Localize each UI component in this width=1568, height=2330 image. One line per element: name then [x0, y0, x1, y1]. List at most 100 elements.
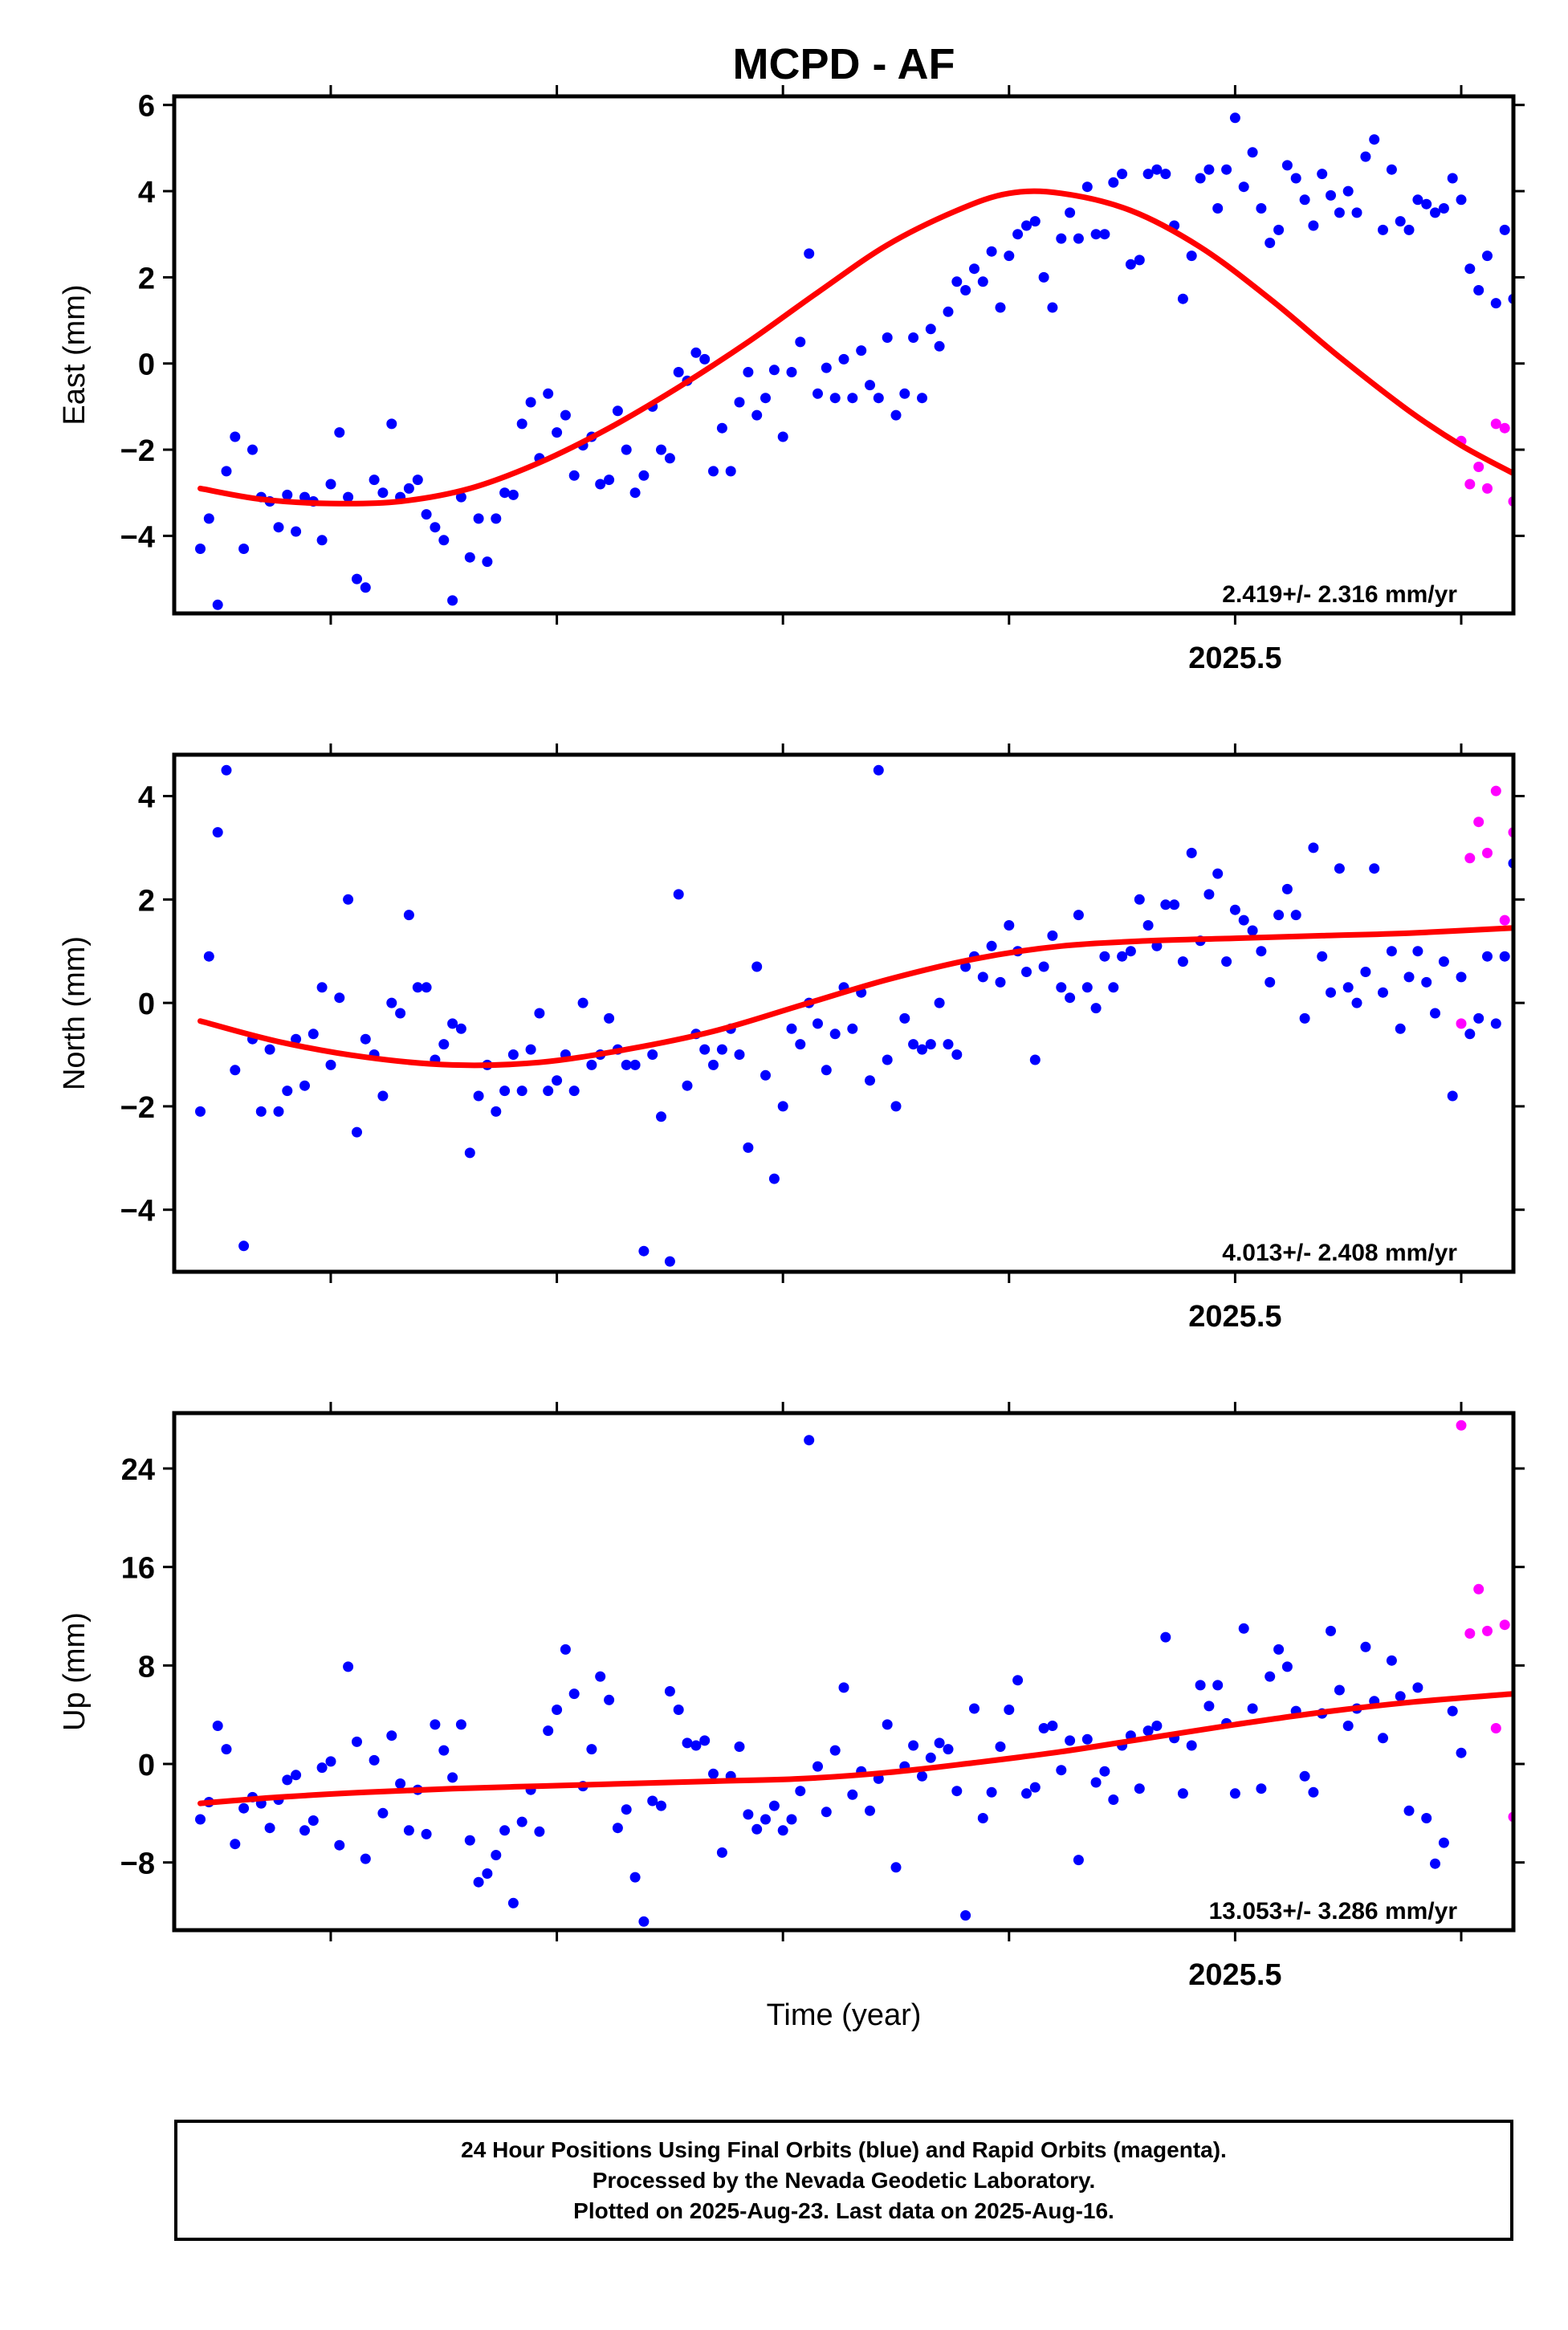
- east-final-point: [1195, 173, 1206, 184]
- east-final-point: [1090, 229, 1102, 240]
- up-ytick-label: 24: [121, 1453, 155, 1487]
- up-final-point: [1412, 1682, 1423, 1693]
- north-rapid-point: [1499, 914, 1510, 926]
- east-final-point: [516, 418, 527, 430]
- north-final-point: [543, 1086, 554, 1097]
- north-final-point: [1281, 883, 1293, 894]
- east-final-point: [1021, 220, 1032, 231]
- up-final-point: [838, 1682, 849, 1693]
- east-final-point: [334, 427, 345, 438]
- up-ytick-label: −8: [120, 1847, 155, 1881]
- up-final-point: [552, 1705, 563, 1715]
- up-final-point: [1038, 1723, 1049, 1733]
- east-final-point: [708, 466, 719, 477]
- north-final-point: [568, 1086, 580, 1097]
- north-final-point: [629, 1059, 641, 1070]
- north-plot-area: [174, 755, 1513, 1272]
- north-final-point: [1447, 1090, 1458, 1102]
- north-final-point: [507, 1049, 519, 1060]
- north-rapid-point: [1464, 853, 1476, 864]
- up-final-point: [612, 1823, 623, 1834]
- east-final-point: [934, 340, 945, 352]
- east-final-point: [247, 444, 258, 455]
- up-final-point: [760, 1814, 771, 1825]
- up-final-point: [499, 1825, 511, 1836]
- up-final-point: [1142, 1725, 1154, 1737]
- north-final-point: [1421, 976, 1432, 988]
- north-final-point: [473, 1090, 484, 1102]
- north-final-point: [890, 1101, 902, 1112]
- east-final-point: [856, 345, 867, 356]
- east-final-point: [760, 393, 771, 404]
- north-final-point: [299, 1080, 310, 1091]
- east-final-point: [430, 522, 441, 533]
- east-final-point: [1099, 229, 1110, 240]
- east-final-point: [1430, 207, 1440, 218]
- north-final-point: [1456, 972, 1467, 983]
- up-final-point: [986, 1786, 997, 1798]
- east-rate-label: 2.419+/- 2.316 mm/yr: [1222, 581, 1457, 608]
- up-final-point: [430, 1719, 441, 1730]
- north-final-point: [951, 1049, 963, 1060]
- east-final-point: [291, 526, 302, 537]
- up-final-point: [664, 1686, 675, 1697]
- north-final-point: [743, 1142, 754, 1153]
- east-ytick-label: 2: [138, 262, 155, 295]
- up-ytick-label: 0: [138, 1749, 155, 1782]
- east-xtick-label: 2025.5: [1188, 642, 1281, 675]
- footer-line-processed: Processed by the Nevada Geodetic Laborat…: [592, 2167, 1096, 2193]
- north-final-point: [1499, 951, 1510, 962]
- up-final-point: [1386, 1655, 1397, 1666]
- north-final-point: [604, 1012, 615, 1024]
- up-final-point: [307, 1815, 319, 1826]
- east-final-point: [1004, 251, 1015, 262]
- north-final-point: [264, 1044, 275, 1055]
- north-final-point: [1256, 946, 1267, 957]
- up-final-point: [1021, 1788, 1032, 1799]
- up-final-point: [343, 1661, 354, 1672]
- up-final-point: [316, 1762, 328, 1774]
- up-final-point: [656, 1800, 666, 1811]
- east-final-point: [507, 489, 519, 500]
- east-final-point: [725, 466, 736, 477]
- east-final-point: [899, 388, 910, 399]
- east-final-point: [1212, 203, 1224, 214]
- east-final-point: [325, 479, 336, 490]
- up-panel: −8 0 8 16 24 2025.5 Up (mm) 13.053+/- 3.286 mm/…: [58, 1402, 1525, 1992]
- north-final-point: [1334, 863, 1345, 874]
- north-final-point: [1238, 914, 1249, 926]
- east-final-point: [882, 332, 893, 343]
- up-y-axis-label: Up (mm): [58, 1612, 92, 1731]
- north-final-point: [395, 1008, 406, 1019]
- north-final-point: [386, 997, 397, 1008]
- up-final-point: [1447, 1705, 1458, 1717]
- figure-title: MCPD - AF: [733, 40, 955, 88]
- north-final-point: [986, 940, 997, 951]
- east-rapid-point: [1473, 462, 1485, 472]
- east-final-point: [412, 475, 423, 486]
- east-final-point: [838, 353, 849, 365]
- east-final-point: [1308, 220, 1319, 231]
- north-y-axis-label: North (mm): [58, 936, 92, 1090]
- east-final-point: [1482, 251, 1493, 262]
- north-final-point: [1160, 899, 1171, 910]
- east-final-point: [795, 336, 806, 348]
- north-final-point: [1386, 946, 1397, 957]
- up-final-point: [1212, 1680, 1224, 1691]
- east-final-point: [673, 367, 684, 377]
- north-final-point: [343, 894, 354, 905]
- north-final-point: [925, 1039, 936, 1050]
- up-final-point: [917, 1770, 927, 1782]
- up-final-point: [221, 1744, 232, 1755]
- east-final-point: [734, 397, 745, 408]
- north-final-point: [1378, 987, 1388, 998]
- east-final-point: [438, 535, 450, 546]
- north-final-point: [1299, 1012, 1310, 1024]
- up-final-point: [960, 1910, 971, 1921]
- east-final-point: [629, 487, 641, 499]
- up-final-point: [1160, 1631, 1171, 1643]
- up-final-point: [804, 1435, 815, 1446]
- up-final-point: [934, 1737, 945, 1749]
- north-final-point: [786, 1023, 797, 1034]
- east-frame: [172, 94, 1516, 616]
